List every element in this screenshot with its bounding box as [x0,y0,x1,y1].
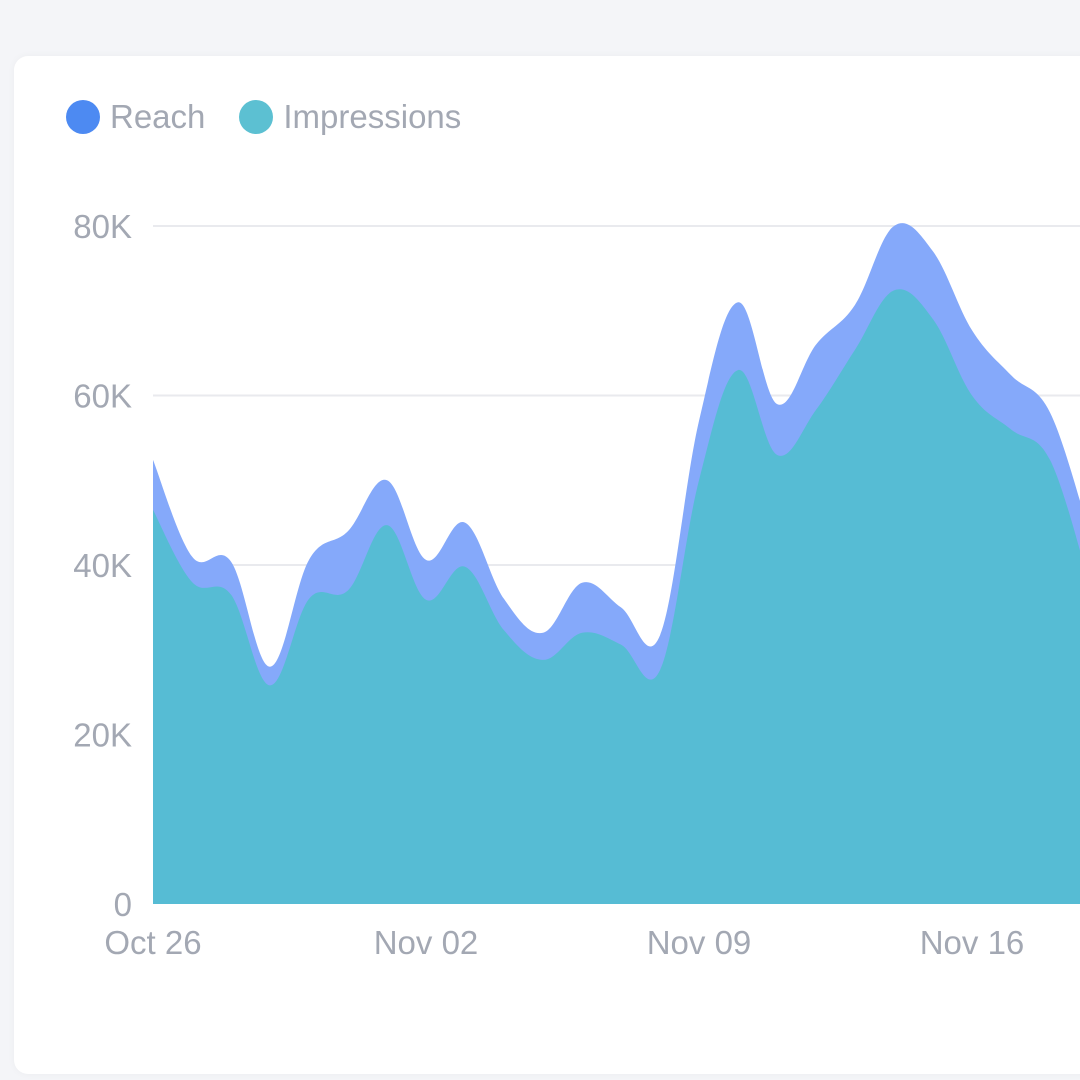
data-point-reach [1047,409,1053,415]
legend-item-impressions[interactable]: Impressions [239,98,461,136]
data-point-reach [228,559,234,565]
y-tick-label: 40K [73,547,132,584]
y-tick-label: 20K [73,717,132,754]
data-point-reach [735,299,741,305]
data-point-reach [657,632,663,638]
data-point-reach [813,342,819,348]
x-tick-label: Oct 26 [104,924,201,961]
data-point-reach [852,302,858,308]
data-point-reach [618,604,624,610]
legend-label-impressions: Impressions [283,98,462,135]
data-point-impressions [540,657,546,663]
data-point-impressions [696,477,702,483]
data-point-impressions [852,347,858,353]
legend-swatch-reach [66,100,100,134]
data-point-impressions [462,564,468,570]
data-point-reach [267,664,273,670]
y-tick-label: 80K [73,208,132,245]
data-point-impressions [579,630,585,636]
data-point-reach [150,457,156,463]
data-point-impressions [228,592,234,598]
data-point-impressions [306,596,312,602]
area-impressions [153,289,1080,904]
data-point-impressions [1047,457,1053,463]
data-point-impressions [189,579,195,585]
data-point-impressions [1008,426,1014,432]
chart-legend: Reach Impressions [66,98,461,136]
data-point-impressions [384,522,390,528]
data-point-reach [540,630,546,636]
data-point-impressions [618,642,624,648]
data-point-reach [345,528,351,534]
data-point-reach [774,401,780,407]
data-point-reach [696,418,702,424]
x-tick-label: Nov 16 [920,924,1025,961]
legend-swatch-impressions [239,100,274,134]
legend-label-reach: Reach [110,98,206,135]
data-point-impressions [150,507,156,513]
data-point-reach [462,520,468,526]
legend-item-reach[interactable]: Reach [66,98,205,136]
data-point-reach [501,596,507,602]
data-point-impressions [345,587,351,593]
data-point-impressions [774,452,780,458]
data-point-reach [189,554,195,560]
data-point-impressions [657,667,663,673]
data-point-impressions [969,393,975,399]
data-point-reach [930,248,936,254]
data-point-impressions [501,627,507,633]
data-point-impressions [267,682,273,688]
x-tick-label: Nov 09 [647,924,752,961]
data-point-reach [1008,372,1014,378]
data-point-reach [306,557,312,563]
data-point-reach [891,223,897,229]
data-point-reach [423,557,429,563]
data-point-impressions [930,316,936,322]
data-point-reach [384,477,390,483]
data-point-reach [579,580,585,586]
x-tick-label: Nov 02 [374,924,479,961]
data-point-impressions [423,597,429,603]
plot-area [150,223,1080,904]
data-point-impressions [891,287,897,293]
y-tick-label: 0 [114,886,132,923]
data-point-impressions [813,407,819,413]
data-point-reach [969,327,975,333]
data-point-impressions [735,367,741,373]
y-tick-label: 60K [73,378,132,415]
